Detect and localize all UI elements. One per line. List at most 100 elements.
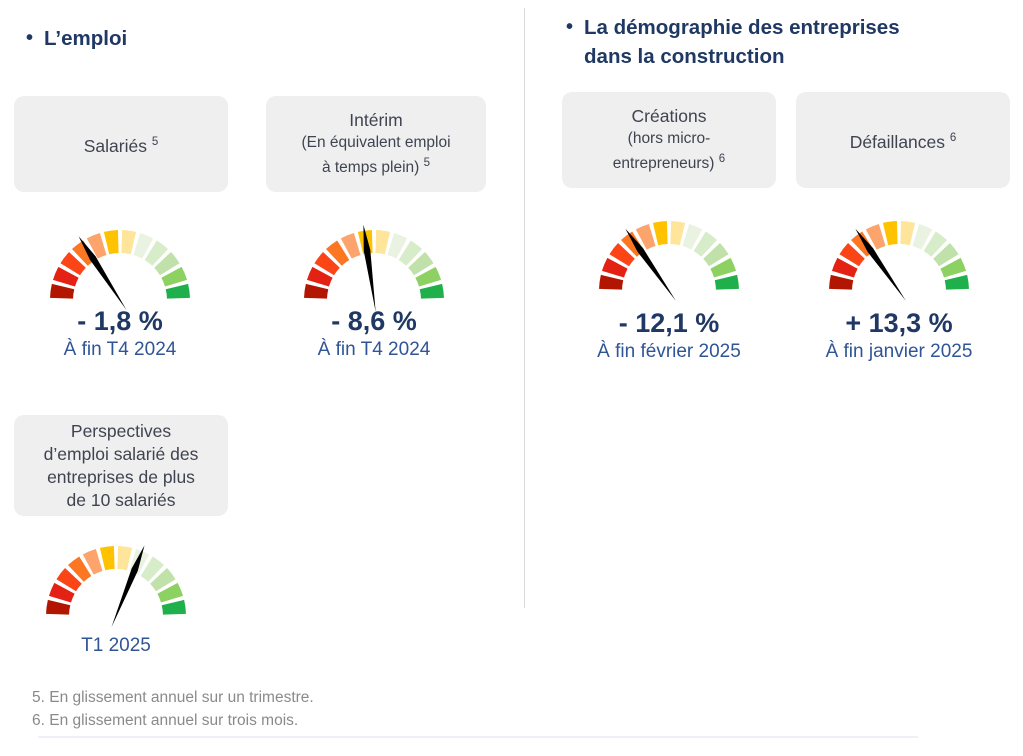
gauge-interim	[304, 224, 444, 312]
gauge-segment	[82, 548, 103, 575]
gauge-segment	[306, 266, 333, 287]
creations-period: À fin février 2025	[597, 341, 741, 362]
gauge-salaries	[50, 230, 190, 311]
footnote-marker: 6	[949, 131, 957, 144]
caption-interim: - 8,6 % À fin T4 2024	[264, 306, 484, 362]
gauge-needle	[625, 228, 676, 301]
bullet-icon: •	[566, 16, 574, 38]
gauge-segment	[609, 242, 635, 267]
gauge-segment	[46, 599, 71, 615]
footnote-marker: 5	[423, 157, 431, 170]
gauge-segment	[86, 232, 107, 259]
card-creations: Créations (hors micro- entrepreneurs) 6	[562, 92, 776, 188]
gauge-segment	[133, 232, 154, 259]
card-interim-sub1: (En équivalent emploi	[301, 134, 451, 152]
footnote-marker: 5	[151, 135, 159, 148]
gauge-segment	[387, 232, 408, 259]
gauge-segment	[940, 257, 967, 278]
gauge-needle	[855, 228, 906, 301]
gauge-segment	[48, 582, 75, 603]
card-perspectives-l1: Perspectives	[70, 420, 172, 441]
salaries-value: - 1,8 %	[77, 306, 163, 336]
left-section-title-text: L’emploi	[44, 27, 128, 50]
gauge-segment	[121, 230, 137, 255]
card-interim-label: Intérim	[349, 110, 403, 131]
gauge-segment	[154, 251, 180, 276]
card-interim: Intérim (En équivalent emploi à temps pl…	[266, 96, 486, 192]
gauge-segment	[103, 230, 119, 255]
gauge-needle	[78, 236, 127, 311]
gauge-needle	[363, 224, 376, 312]
gauge-segment	[325, 240, 350, 266]
gauge-segment	[304, 283, 329, 299]
card-salaries: Salariés 5	[14, 96, 228, 192]
gauge-segment	[900, 221, 916, 246]
gauge-segment	[923, 231, 948, 257]
card-creations-label: Créations	[631, 106, 707, 127]
gauge-segment	[99, 546, 115, 571]
footnote-6: 6. En glissement annuel sur trois mois.	[32, 712, 299, 729]
caption-perspectives: T1 2025	[6, 634, 226, 658]
card-salaries-label: Salariés	[83, 135, 147, 156]
card-interim-sub2: à temps plein)	[321, 159, 420, 177]
right-section-title: • La démographie des entreprises dans la…	[566, 13, 900, 71]
footnote-marker: 6	[718, 153, 726, 166]
creations-value: - 12,1 %	[618, 308, 720, 338]
gauge-segment	[714, 274, 739, 290]
gauge-segment	[682, 223, 703, 250]
interim-period: À fin T4 2024	[317, 339, 431, 360]
gauge-segment	[865, 223, 886, 250]
interim-value: - 8,6 %	[331, 306, 417, 336]
gauge-segment	[599, 274, 624, 290]
gauge-segment	[944, 274, 969, 290]
card-creations-sub2: entrepreneurs)	[612, 155, 715, 173]
gauge-segment	[161, 599, 186, 615]
card-perspectives: Perspectives d’emploi salarié des entrep…	[14, 415, 228, 516]
gauge-segment	[71, 240, 96, 266]
gauge-segment	[831, 257, 858, 278]
gauge-segment	[839, 242, 865, 267]
gauge-segment	[933, 242, 959, 267]
gauge-perspectives	[46, 545, 186, 628]
gauge-segment	[710, 257, 737, 278]
gauge-segment	[635, 223, 656, 250]
caption-salaries: - 1,8 % À fin T4 2024	[10, 306, 230, 362]
bullet-icon: •	[26, 27, 34, 49]
gauge-segment	[67, 556, 92, 582]
gauge-segment	[693, 231, 718, 257]
card-defaillances-label: Défaillances	[849, 131, 946, 152]
card-defaillances: Défaillances 6	[796, 92, 1010, 188]
right-section-title-text: La démographie des entreprises dans la c…	[584, 16, 900, 68]
gauge-segment	[144, 240, 169, 266]
vertical-divider	[524, 8, 525, 608]
gauge-segment	[375, 230, 391, 255]
gauge-segment	[912, 223, 933, 250]
gauge-segment	[161, 266, 188, 287]
defaillances-value: + 13,3 %	[845, 308, 953, 338]
card-perspectives-l3: entreprises de plus	[47, 466, 195, 487]
gauge-segment	[419, 283, 444, 299]
gauge-segment	[408, 251, 434, 276]
gauge-segment	[60, 251, 86, 276]
footnotes: 5. En glissement annuel sur un trimestre…	[32, 686, 314, 732]
gauge-creations	[599, 221, 739, 301]
gauge-segment	[415, 266, 442, 287]
left-section-title: • L’emploi	[26, 24, 127, 53]
gauge-segment	[165, 283, 190, 299]
gauge-segment	[601, 257, 628, 278]
gauge-segment	[340, 232, 361, 259]
salaries-period: À fin T4 2024	[63, 339, 177, 360]
perspectives-period: T1 2025	[81, 635, 151, 656]
gauge-segment	[150, 567, 176, 592]
gauge-segment	[157, 582, 184, 603]
caption-creations: - 12,1 % À fin février 2025	[559, 308, 779, 364]
card-creations-sub1: (hors micro-	[627, 130, 711, 148]
gauge-needle	[111, 545, 145, 628]
gauge-segment	[52, 266, 79, 287]
gauge-segment	[50, 283, 75, 299]
card-perspectives-l2: d’emploi salarié des	[43, 443, 199, 464]
bottom-faint-line	[38, 736, 918, 738]
gauge-segment	[56, 567, 82, 592]
defaillances-period: À fin janvier 2025	[825, 341, 973, 362]
